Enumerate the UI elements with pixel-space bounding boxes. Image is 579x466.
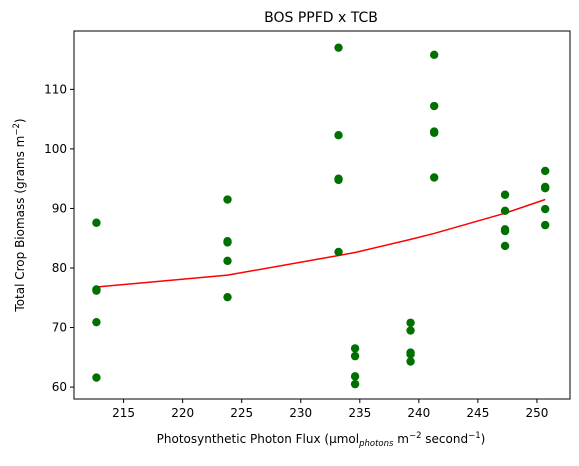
- x-axis-label-superscript-1: −2: [409, 431, 422, 441]
- x-axis-label-superscript-2: −1: [468, 431, 481, 441]
- data-point: [334, 176, 342, 184]
- y-axis-label-superscript: −2: [12, 123, 22, 136]
- data-point: [501, 227, 509, 235]
- data-point: [223, 238, 231, 246]
- data-point: [430, 173, 438, 181]
- data-point: [351, 372, 359, 380]
- data-point: [351, 380, 359, 388]
- data-point: [223, 257, 231, 265]
- data-point: [541, 167, 549, 175]
- data-point: [430, 51, 438, 59]
- data-point: [541, 205, 549, 213]
- data-point: [92, 286, 100, 294]
- data-point: [92, 219, 100, 227]
- data-point: [501, 207, 509, 215]
- data-point: [334, 248, 342, 256]
- y-axis-label-suffix: ): [13, 118, 27, 123]
- x-tick-label: 250: [525, 406, 548, 420]
- y-tick-label: 60: [52, 380, 67, 394]
- data-point: [406, 319, 414, 327]
- x-tick-label: 245: [466, 406, 489, 420]
- data-point: [351, 344, 359, 352]
- x-axis-label-subscript: photons: [358, 439, 394, 449]
- data-point: [351, 352, 359, 360]
- x-tick-label: 215: [112, 406, 135, 420]
- data-point: [406, 326, 414, 334]
- data-point: [501, 191, 509, 199]
- data-point: [334, 43, 342, 51]
- data-point: [501, 242, 509, 250]
- x-tick-label: 240: [407, 406, 430, 420]
- x-tick-label: 235: [348, 406, 371, 420]
- y-tick-label: 100: [44, 142, 67, 156]
- x-axis-label-suffix: ): [481, 432, 486, 446]
- x-axis-label-mid: m: [393, 432, 409, 446]
- data-point: [406, 357, 414, 365]
- x-tick-label: 230: [289, 406, 312, 420]
- y-tick-label: 90: [52, 201, 67, 215]
- data-point: [430, 102, 438, 110]
- data-point: [430, 129, 438, 137]
- data-point: [541, 221, 549, 229]
- data-point: [223, 293, 231, 301]
- y-axis-label-prefix: Total Crop Biomass (grams m: [13, 136, 27, 313]
- y-tick-label: 110: [44, 82, 67, 96]
- x-axis-label-mid-2: second: [421, 432, 468, 446]
- x-tick-label: 225: [230, 406, 253, 420]
- data-point: [406, 350, 414, 358]
- chart-title: BOS PPFD x TCB: [264, 10, 378, 26]
- data-point: [92, 318, 100, 326]
- y-tick-label: 80: [52, 261, 67, 275]
- x-tick-label: 220: [171, 406, 194, 420]
- y-axis-label: Total Crop Biomass (grams m−2): [12, 118, 27, 312]
- data-point: [334, 131, 342, 139]
- data-point: [223, 195, 231, 203]
- data-point: [541, 184, 549, 192]
- y-tick-label: 70: [52, 321, 67, 335]
- x-axis-label-prefix: Photosynthetic Photon Flux (μmol: [157, 432, 359, 446]
- data-point: [92, 373, 100, 381]
